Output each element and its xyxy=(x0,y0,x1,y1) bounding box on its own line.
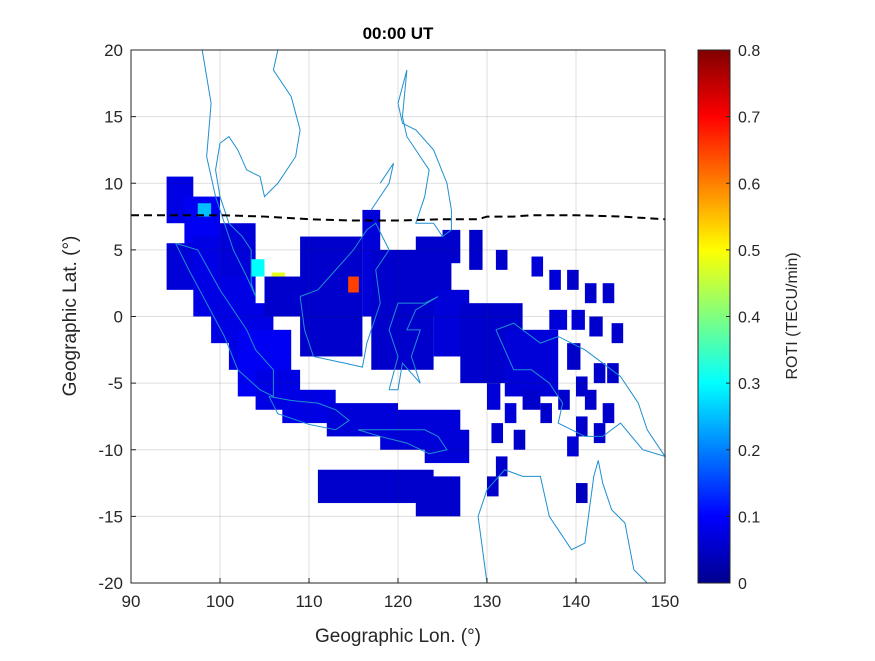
magnetic-equator-line xyxy=(131,214,666,222)
roti-cell xyxy=(504,403,517,424)
roti-cell xyxy=(576,483,588,504)
roti-cell xyxy=(584,389,597,410)
roti-cell xyxy=(513,429,526,450)
roti-cell xyxy=(348,276,359,293)
roti-cell xyxy=(549,309,568,330)
y-axis-label: Geographic Lat. (°) xyxy=(60,236,81,397)
roti-cell xyxy=(300,236,363,357)
roti-cell xyxy=(576,416,588,437)
roti-cell xyxy=(584,283,597,304)
colorbar-tick-label: 0.5 xyxy=(738,243,760,260)
coastline xyxy=(299,222,390,368)
coastline xyxy=(388,296,439,391)
x-tick-label: 130 xyxy=(473,592,501,611)
roti-cell xyxy=(531,256,544,277)
roti-cell xyxy=(593,363,606,384)
coastline xyxy=(397,69,452,238)
roti-cell xyxy=(571,309,585,330)
coastline xyxy=(495,322,667,458)
roti-cell xyxy=(487,383,501,410)
roti-cell xyxy=(567,343,581,370)
roti-cell xyxy=(251,259,265,277)
colorbar xyxy=(697,49,731,584)
roti-cell xyxy=(611,323,624,344)
colorbar-tick-label: 0.8 xyxy=(738,43,760,60)
coastline xyxy=(201,49,301,297)
roti-cell xyxy=(602,403,615,424)
y-tick-label: -15 xyxy=(98,507,123,526)
coastline xyxy=(357,429,448,455)
x-axis-ticks: 90 100 110 120 130 140 150 xyxy=(122,578,679,611)
roti-cell xyxy=(567,436,579,457)
roti-cells xyxy=(166,176,624,517)
roti-cell xyxy=(495,249,508,270)
roti-cell xyxy=(197,203,212,217)
chart-title: 00:00 UT xyxy=(363,24,434,43)
colorbar-tick-label: 0 xyxy=(738,576,747,593)
x-tick-label: 100 xyxy=(206,592,234,611)
roti-cell xyxy=(567,269,579,290)
roti-cell xyxy=(495,456,508,477)
x-tick-label: 90 xyxy=(122,592,141,611)
coastlines xyxy=(175,49,667,584)
roti-cell xyxy=(593,423,606,444)
roti-cell xyxy=(602,283,615,304)
roti-cell xyxy=(607,363,619,384)
colorbar-tick-label: 0.4 xyxy=(738,310,760,327)
x-axis-label: Geographic Lon. (°) xyxy=(315,626,481,647)
y-tick-label: 20 xyxy=(104,41,123,60)
y-tick-label: -5 xyxy=(108,374,123,393)
colorbar-label: ROTI (TECU/min) xyxy=(784,252,801,379)
x-tick-label: 150 xyxy=(651,592,679,611)
roti-cell xyxy=(469,229,483,270)
colorbar-tick-label: 0.2 xyxy=(738,443,760,460)
coastline xyxy=(477,460,648,584)
roti-cell xyxy=(487,476,499,497)
roti-cell xyxy=(558,389,570,410)
y-tick-label: 15 xyxy=(104,108,123,127)
roti-cell xyxy=(504,329,559,397)
y-tick-label: 10 xyxy=(104,174,123,193)
coastline xyxy=(268,395,350,431)
y-axis-ticks: 20 15 10 5 0 -5 -10 -15 -20 xyxy=(98,41,136,593)
x-tick-label: 110 xyxy=(295,592,322,611)
colorbar-ticks: 0 0.1 0.2 0.3 0.4 0.5 0.6 0.7 0.8 xyxy=(726,43,760,593)
colorbar-tick-label: 0.1 xyxy=(738,509,760,526)
roti-cell xyxy=(589,316,603,337)
y-tick-label: -20 xyxy=(98,574,123,593)
colorbar-tick-label: 0.6 xyxy=(738,176,760,193)
colorbar-tick-label: 0.7 xyxy=(738,110,760,127)
roti-cell xyxy=(576,376,588,397)
y-tick-label: 0 xyxy=(114,308,123,327)
roti-cell xyxy=(424,429,470,464)
y-tick-label: 5 xyxy=(114,241,123,260)
roti-cell xyxy=(522,389,541,410)
roti-cell xyxy=(317,469,434,504)
roti-cell xyxy=(415,476,461,517)
y-tick-label: -10 xyxy=(98,441,123,460)
roti-cell xyxy=(442,229,461,264)
colorbar-tick-label: 0.3 xyxy=(738,376,760,393)
x-tick-label: 120 xyxy=(384,592,412,611)
roti-cell xyxy=(540,403,552,424)
roti-cell xyxy=(491,423,504,444)
coastline xyxy=(175,242,274,398)
x-tick-label: 140 xyxy=(562,592,590,611)
roti-cell xyxy=(549,269,561,290)
coastline xyxy=(370,162,395,211)
